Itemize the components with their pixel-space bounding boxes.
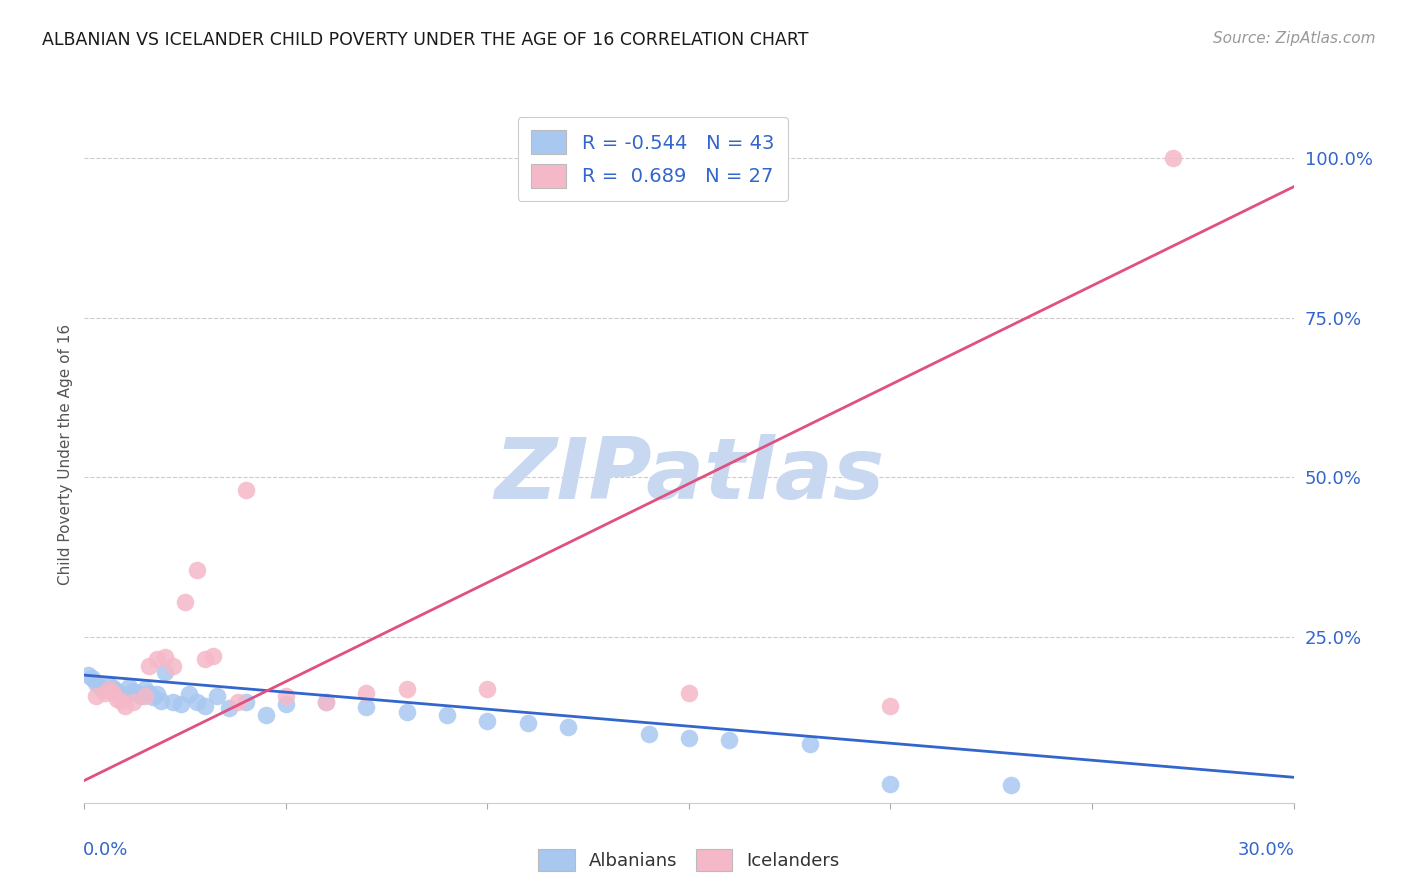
Point xyxy=(356,700,378,714)
Point xyxy=(879,698,901,713)
Point xyxy=(678,686,700,700)
Point xyxy=(93,686,115,700)
Point xyxy=(86,689,108,703)
Point xyxy=(194,652,217,666)
Point xyxy=(153,665,176,679)
Point xyxy=(121,684,143,698)
Point xyxy=(97,682,120,697)
Point xyxy=(93,682,115,697)
Text: ALBANIAN VS ICELANDER CHILD POVERTY UNDER THE AGE OF 16 CORRELATION CHART: ALBANIAN VS ICELANDER CHILD POVERTY UNDE… xyxy=(42,31,808,49)
Point xyxy=(186,695,208,709)
Point xyxy=(149,694,172,708)
Point xyxy=(179,687,201,701)
Point xyxy=(637,727,659,741)
Point xyxy=(146,652,169,666)
Point xyxy=(226,695,249,709)
Point xyxy=(138,686,160,700)
Point xyxy=(142,690,165,705)
Point xyxy=(274,697,297,711)
Point xyxy=(315,695,337,709)
Point xyxy=(1161,151,1184,165)
Legend: R = -0.544   N = 43, R =  0.689   N = 27: R = -0.544 N = 43, R = 0.689 N = 27 xyxy=(517,117,787,202)
Point xyxy=(879,777,901,791)
Point xyxy=(118,680,141,694)
Point xyxy=(110,687,132,701)
Y-axis label: Child Poverty Under the Age of 16: Child Poverty Under the Age of 16 xyxy=(58,325,73,585)
Point xyxy=(235,695,257,709)
Point xyxy=(274,689,297,703)
Point xyxy=(395,682,418,697)
Point xyxy=(477,682,499,697)
Point xyxy=(557,721,579,735)
Point xyxy=(162,658,184,673)
Point xyxy=(105,684,128,698)
Point xyxy=(1000,778,1022,792)
Point xyxy=(477,714,499,728)
Point xyxy=(356,686,378,700)
Point xyxy=(678,731,700,745)
Point xyxy=(153,650,176,665)
Point xyxy=(516,716,538,731)
Point xyxy=(134,689,156,703)
Point xyxy=(146,687,169,701)
Point xyxy=(254,707,277,722)
Point xyxy=(207,689,229,703)
Text: 30.0%: 30.0% xyxy=(1237,841,1295,859)
Point xyxy=(114,698,136,713)
Point xyxy=(121,695,143,709)
Text: 0.0%: 0.0% xyxy=(83,841,128,859)
Point xyxy=(110,694,132,708)
Point xyxy=(436,707,458,722)
Point xyxy=(235,483,257,497)
Point xyxy=(138,658,160,673)
Point xyxy=(315,695,337,709)
Point xyxy=(799,737,821,751)
Point xyxy=(134,682,156,697)
Point xyxy=(89,680,111,694)
Point xyxy=(186,563,208,577)
Point xyxy=(162,695,184,709)
Point xyxy=(86,675,108,690)
Point xyxy=(194,698,217,713)
Point xyxy=(718,733,741,747)
Point xyxy=(77,668,100,682)
Point xyxy=(101,686,124,700)
Text: ZIPatlas: ZIPatlas xyxy=(494,434,884,517)
Point xyxy=(105,692,128,706)
Point xyxy=(202,648,225,663)
Point xyxy=(218,701,240,715)
Point xyxy=(97,678,120,692)
Text: Source: ZipAtlas.com: Source: ZipAtlas.com xyxy=(1212,31,1375,46)
Point xyxy=(114,689,136,703)
Point xyxy=(174,595,197,609)
Point xyxy=(125,686,148,700)
Point xyxy=(82,671,104,685)
Point xyxy=(170,697,193,711)
Point xyxy=(395,705,418,719)
Legend: Albanians, Icelanders: Albanians, Icelanders xyxy=(531,842,846,879)
Point xyxy=(129,689,152,703)
Point xyxy=(101,681,124,695)
